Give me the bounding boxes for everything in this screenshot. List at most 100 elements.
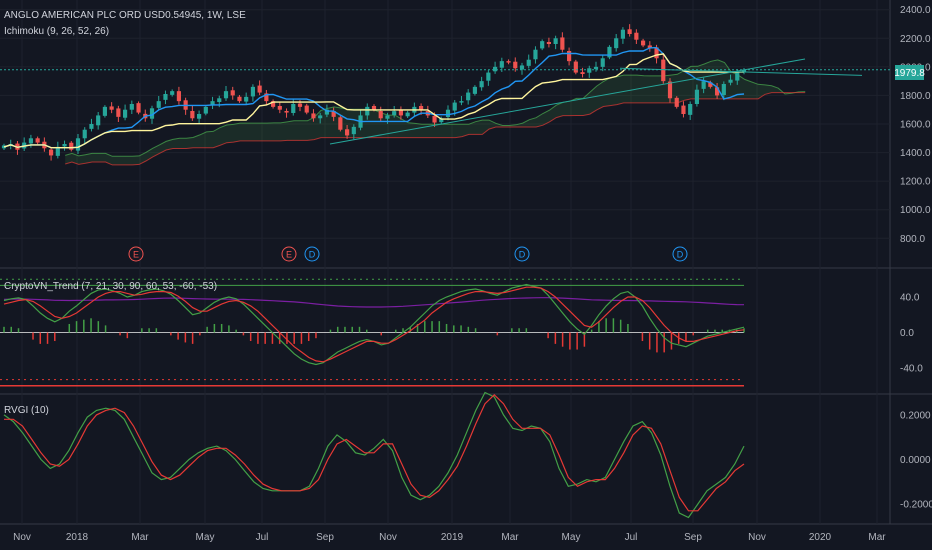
candle-body[interactable] [560, 37, 565, 50]
candle-body[interactable] [28, 138, 33, 144]
candle-body[interactable] [627, 29, 632, 34]
candle-body[interactable] [345, 129, 350, 136]
candle-body[interactable] [459, 101, 464, 103]
candle-body[interactable] [701, 81, 706, 89]
candle-body[interactable] [210, 101, 215, 106]
candle-body[interactable] [533, 49, 538, 60]
candle-body[interactable] [654, 47, 659, 59]
candle-body[interactable] [614, 38, 619, 49]
candle-body[interactable] [486, 72, 491, 81]
candle-body[interactable] [405, 112, 410, 117]
candle-body[interactable] [297, 103, 303, 107]
candle-body[interactable] [203, 106, 208, 114]
candle-body[interactable] [741, 69, 747, 73]
candle-body[interactable] [136, 103, 141, 113]
candle-body[interactable] [667, 81, 673, 99]
candle-body[interactable] [493, 66, 498, 72]
candle-body[interactable] [452, 102, 457, 111]
candle-body[interactable] [82, 129, 87, 139]
candle-body[interactable] [439, 118, 444, 123]
candle-body[interactable] [546, 42, 551, 44]
candle-body[interactable] [472, 86, 477, 94]
candle-body[interactable] [250, 86, 255, 97]
candle-body[interactable] [156, 101, 161, 108]
event-marker[interactable] [304, 246, 320, 262]
candle-body[interactable] [324, 109, 329, 115]
candle-body[interactable] [271, 101, 276, 107]
event-marker[interactable] [514, 246, 530, 262]
candle-body[interactable] [129, 104, 134, 110]
candle-body[interactable] [728, 79, 733, 83]
candle-body[interactable] [96, 115, 101, 126]
candle-body[interactable] [735, 72, 740, 81]
rvgi-pane[interactable] [3, 391, 745, 519]
candle-body[interactable] [694, 89, 699, 104]
candle-body[interactable] [244, 96, 249, 102]
candle-body[interactable] [75, 138, 81, 151]
candle-body[interactable] [466, 92, 471, 101]
candle-body[interactable] [398, 109, 403, 116]
candle-body[interactable] [479, 81, 484, 88]
candle-body[interactable] [35, 138, 40, 143]
candle-body[interactable] [163, 94, 168, 100]
candle-body[interactable] [587, 68, 592, 73]
candle-body[interactable] [102, 106, 107, 116]
cryptovn-pane[interactable] [0, 278, 745, 387]
candle-body[interactable] [123, 109, 128, 118]
candle-body[interactable] [176, 91, 181, 102]
candle-body[interactable] [674, 97, 679, 107]
candle-body[interactable] [291, 104, 296, 113]
candle-body[interactable] [620, 29, 625, 39]
candle-body[interactable] [62, 144, 67, 147]
candle-body[interactable] [55, 146, 60, 156]
candle-body[interactable] [506, 61, 511, 63]
candle-body[interactable] [338, 117, 343, 130]
candle-body[interactable] [237, 96, 242, 102]
candle-body[interactable] [109, 106, 114, 110]
candle-body[interactable] [49, 149, 54, 156]
candle-body[interactable] [445, 109, 451, 117]
candle-body[interactable] [351, 126, 356, 135]
candle-body[interactable] [149, 108, 155, 119]
candle-body[interactable] [284, 111, 289, 113]
candle-body[interactable] [190, 111, 195, 119]
event-marker[interactable] [281, 246, 297, 262]
candle-body[interactable] [567, 51, 572, 62]
candle-body[interactable] [553, 38, 558, 44]
candle-body[interactable] [580, 72, 585, 74]
candle-body[interactable] [432, 115, 437, 123]
candle-body[interactable] [365, 106, 370, 116]
candle-body[interactable] [540, 41, 545, 49]
candle-body[interactable] [371, 106, 377, 110]
candle-body[interactable] [715, 87, 720, 96]
candle-body[interactable] [419, 106, 424, 110]
candle-body[interactable] [223, 91, 229, 99]
candle-body[interactable] [318, 115, 323, 119]
candle-body[interactable] [593, 66, 599, 70]
candle-body[interactable] [69, 142, 74, 150]
candle-body[interactable] [708, 82, 713, 87]
candle-body[interactable] [600, 58, 605, 67]
candle-body[interactable] [721, 84, 726, 95]
candle-body[interactable] [116, 108, 121, 117]
candle-body[interactable] [170, 91, 175, 95]
candle-body[interactable] [499, 61, 504, 68]
candle-body[interactable] [385, 115, 390, 119]
candle-body[interactable] [647, 45, 652, 49]
candle-body[interactable] [688, 104, 693, 115]
candle-body[interactable] [217, 98, 222, 102]
event-marker[interactable] [672, 246, 688, 262]
candle-body[interactable] [392, 111, 397, 115]
candle-body[interactable] [681, 105, 686, 114]
candle-body[interactable] [513, 61, 518, 69]
candle-body[interactable] [641, 40, 646, 46]
candle-body[interactable] [264, 93, 269, 102]
candle-body[interactable] [378, 111, 383, 119]
candle-body[interactable] [230, 90, 235, 96]
candle-body[interactable] [607, 46, 612, 58]
candle-body[interactable] [573, 61, 578, 73]
candle-body[interactable] [661, 59, 666, 82]
candle-body[interactable] [197, 114, 202, 119]
event-marker[interactable] [128, 246, 144, 262]
